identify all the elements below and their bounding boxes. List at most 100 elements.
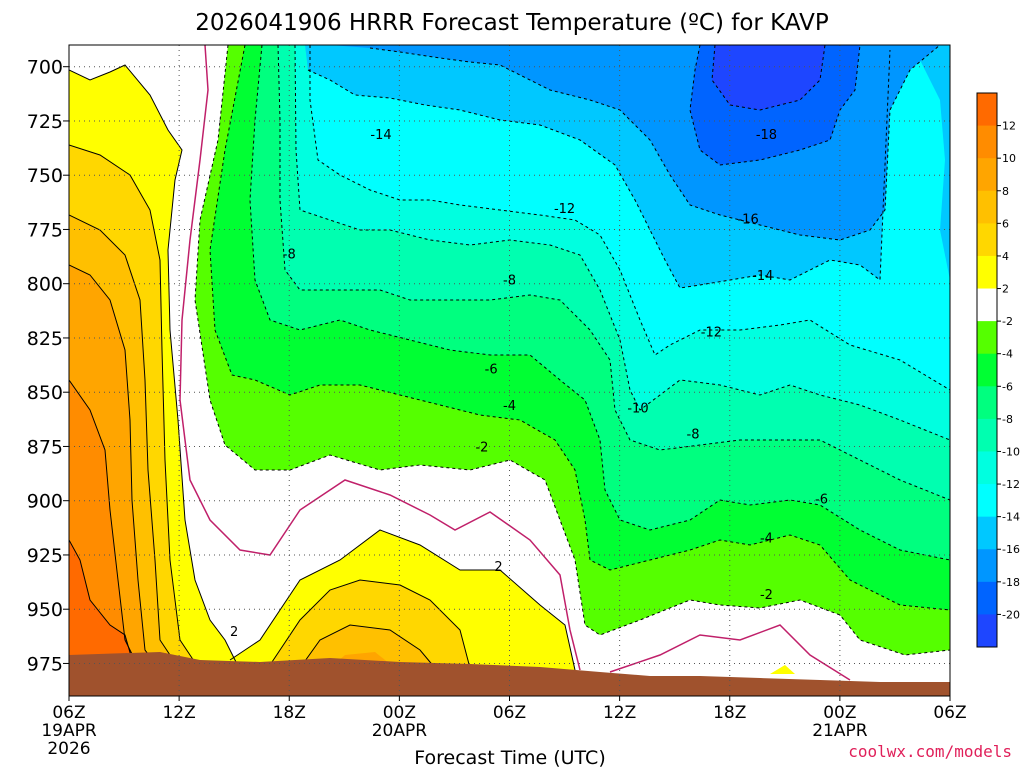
colorbar-label: 6 <box>1002 217 1009 230</box>
contour-line-negative <box>194 45 950 656</box>
contour-label: -8 <box>283 247 296 262</box>
chart-title: 2026041906 HRRR Forecast Temperature (ºC… <box>195 10 829 36</box>
contour-label: -4 <box>503 399 516 414</box>
colorbar-swatch <box>977 255 997 290</box>
contour-line-negative <box>711 45 826 111</box>
contour-line-positive <box>299 624 436 669</box>
colorbar-swatch <box>977 614 997 648</box>
fill-above-12-morning <box>69 540 135 670</box>
colorbar-swatch <box>977 321 997 355</box>
x-axis-label: Forecast Time (UTC) <box>414 747 605 768</box>
colorbar-swatch <box>977 549 997 583</box>
contour-label: -4 <box>760 532 773 547</box>
colorbar-label: -20 <box>1002 608 1020 621</box>
contour-line-negative <box>309 45 950 391</box>
colorbar-swatch <box>977 125 997 159</box>
contour-line-positive <box>69 379 141 671</box>
y-tick-label: 900 <box>27 491 63 513</box>
zero-isotherm-line <box>179 45 581 671</box>
x-tick-label: 00Z <box>823 703 856 723</box>
colorbar-swatch <box>977 516 997 550</box>
x-tick-label: 12Z <box>603 703 636 723</box>
credit-text: coolwx.com/models <box>848 742 1012 761</box>
contour-label-layer: -14 -18 -12 -16 -8 -14 -8 -12 -6 -4 -10 -8 -2 -6 -4 2 -2… <box>230 128 828 640</box>
colorbar-swatch <box>977 288 997 322</box>
contour-label: -6 <box>485 362 498 377</box>
contour-label: -6 <box>815 493 828 508</box>
contour-label: -2 <box>760 588 773 603</box>
contour-line-negative <box>277 45 950 501</box>
contour-line-negative <box>249 45 950 561</box>
contour-line-positive <box>69 264 161 671</box>
contour-label: -12 <box>554 202 575 217</box>
contour-line-positive <box>269 579 471 669</box>
colorbar-swatch <box>977 451 997 485</box>
colorbar: 12 10 8 6 4 2 -2 -4 -6 -8 -10 -12 -14 -16 -18 -20 <box>976 92 1020 648</box>
y-tick-label: 800 <box>27 274 63 296</box>
x-tick-date: 21APR <box>812 721 868 741</box>
colorbar-label: -4 <box>1002 348 1013 361</box>
y-tick-label: 700 <box>27 57 63 79</box>
y-tick-label: 750 <box>27 165 63 187</box>
colorbar-frame <box>976 92 998 648</box>
grid-layer <box>68 45 951 696</box>
y-tick-label: 950 <box>27 599 63 621</box>
y-tick-label: 925 <box>27 545 63 567</box>
colorbar-swatch <box>977 386 997 420</box>
contour-label: -12 <box>701 325 722 340</box>
contour-line-positive <box>69 144 201 671</box>
y-tick-label: 850 <box>27 382 63 404</box>
contour-label: -8 <box>503 273 516 288</box>
contour-label: 2 <box>230 625 238 640</box>
fill-above-6-afternoon <box>300 625 435 668</box>
colorbar-label: -10 <box>1002 445 1020 458</box>
contour-label: -14 <box>370 128 391 143</box>
colorbar-label: -12 <box>1002 478 1020 491</box>
contour-line-positive <box>69 64 241 671</box>
x-tick-date: 20APR <box>372 721 428 741</box>
colorbar-label: -14 <box>1002 511 1020 524</box>
contour-label: -10 <box>627 401 648 416</box>
colorbar-swatch <box>977 581 997 615</box>
x-tick-label: 12Z <box>162 703 195 723</box>
colorbar-swatch <box>977 223 997 257</box>
colorbar-label: -2 <box>1002 315 1013 328</box>
x-tick-label: 18Z <box>713 703 746 723</box>
contour-label: -16 <box>737 213 758 228</box>
x-tick-date: 19APR <box>41 721 97 741</box>
x-tick-label: 00Z <box>383 703 416 723</box>
contour-label: -14 <box>752 269 773 284</box>
colorbar-label: 2 <box>1002 283 1009 296</box>
x-tick-label: 06Z <box>52 703 85 723</box>
y-axis: 700 725 750 775 800 825 850 875 900 925 950 975 <box>27 57 69 675</box>
x-tick-year: 2026 <box>47 739 90 759</box>
contour-line-negative <box>209 45 950 611</box>
colorbar-label: -16 <box>1002 543 1020 556</box>
zero-isotherm-layer <box>179 45 851 681</box>
x-tick-label: 18Z <box>273 703 306 723</box>
contour-label: -2 <box>475 440 488 455</box>
colorbar-swatch <box>977 484 997 518</box>
y-tick-label: 725 <box>27 111 63 133</box>
colorbar-label: 10 <box>1002 152 1016 165</box>
colorbar-swatch <box>977 93 997 127</box>
colorbar-label: -8 <box>1002 413 1013 426</box>
fill-above-2-day2 <box>770 665 795 674</box>
colorbar-swatch <box>977 353 997 387</box>
x-tick-label: 06Z <box>933 703 966 723</box>
colorbar-swatch <box>977 190 997 224</box>
temperature-fill-layer <box>69 45 950 696</box>
colorbar-label: 12 <box>1002 120 1016 133</box>
zero-isotherm-line <box>609 624 851 681</box>
contour-line-negative <box>294 45 950 441</box>
contour-label: -8 <box>687 427 700 442</box>
colorbar-swatch <box>977 158 997 192</box>
fill-below-minus20 <box>712 45 825 110</box>
y-tick-label: 825 <box>27 328 63 350</box>
contour-label: 2 <box>494 560 502 575</box>
y-tick-label: 775 <box>27 219 63 241</box>
contour-line-positive <box>69 539 136 671</box>
contour-line-layer <box>69 64 576 671</box>
